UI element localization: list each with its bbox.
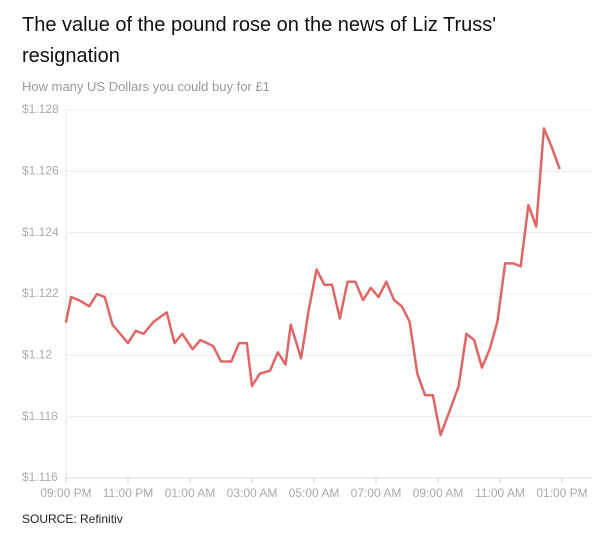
y-tick-label: $1.12 — [22, 348, 52, 362]
y-tick-label: $1.116 — [22, 470, 58, 484]
y-tick-label: $1.128 — [22, 102, 59, 116]
y-tick-label: $1.118 — [22, 409, 58, 423]
y-tick-label: $1.126 — [22, 164, 59, 178]
data-line — [64, 127, 561, 437]
x-tick-label: 05:00 AM — [289, 486, 340, 500]
x-tick-label: 09:00 AM — [413, 486, 464, 500]
chart-subtitle: How many US Dollars you could buy for £1 — [22, 79, 270, 94]
x-tick-label: 07:00 AM — [351, 486, 402, 500]
x-tick-label: 01:00 AM — [165, 486, 216, 500]
x-tick-label: 01:00 PM — [536, 486, 587, 500]
x-tick-label: 09:00 PM — [40, 486, 91, 500]
x-tick-label: 11:00 AM — [475, 486, 525, 500]
y-tick-label: $1.122 — [22, 286, 59, 300]
x-tick-label: 03:00 AM — [227, 486, 278, 500]
source-note: SOURCE: Refinitiv — [22, 512, 123, 526]
chart-title: The value of the pound rose on the news … — [22, 14, 497, 67]
x-tick-label: 11:00 PM — [103, 486, 153, 500]
y-tick-label: $1.124 — [22, 225, 59, 239]
